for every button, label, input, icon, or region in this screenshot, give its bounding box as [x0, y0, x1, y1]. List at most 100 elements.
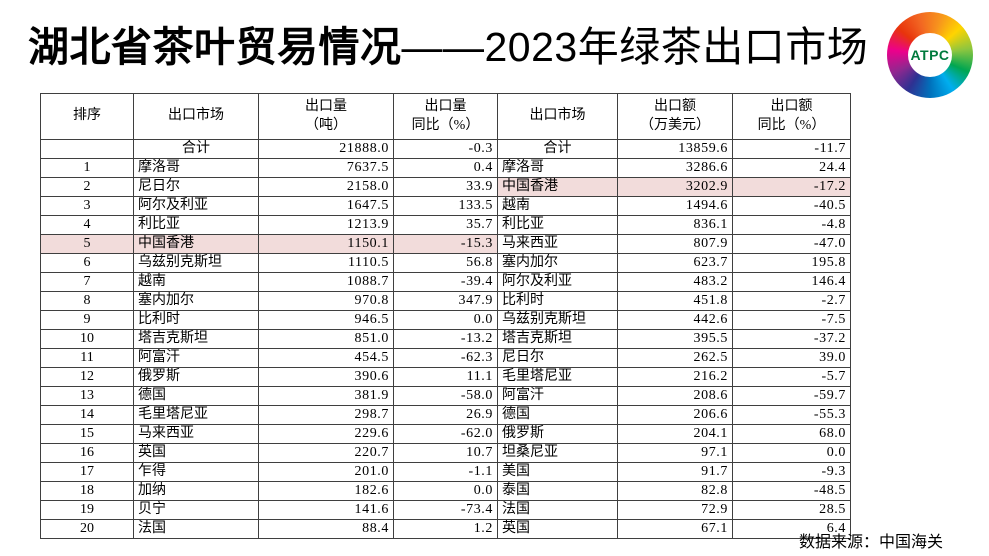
table-cell: 836.1 — [617, 215, 733, 235]
table-cell: 82.8 — [617, 481, 733, 501]
table-cell: 3 — [40, 196, 134, 216]
table-cell: -40.5 — [732, 196, 851, 216]
table-cell: -62.3 — [393, 348, 498, 368]
table-cell: 越南 — [133, 272, 259, 292]
table-cell: -9.3 — [732, 462, 851, 482]
table-cell: 18 — [40, 481, 134, 501]
page-title-sub: ——2023年绿茶出口市场 — [401, 24, 869, 70]
table-cell: 摩洛哥 — [133, 158, 259, 178]
table-cell: 塞内加尔 — [133, 291, 259, 311]
table-cell: 195.8 — [732, 253, 851, 273]
table-cell: 英国 — [497, 519, 618, 539]
table-cell: 347.9 — [393, 291, 498, 311]
table-cell: 比利时 — [497, 291, 618, 311]
table-cell: 7637.5 — [258, 158, 394, 178]
logo-center: ATPC — [908, 33, 952, 77]
table-cell: 9 — [40, 310, 134, 330]
table-row: 8 塞内加尔 970.8 347.9 比利时 451.8 -2.7 — [40, 291, 851, 311]
table-cell: 7 — [40, 272, 134, 292]
column-header: 出口额 同比（%） — [732, 93, 851, 140]
table-cell: 1213.9 — [258, 215, 394, 235]
table-cell: 马来西亚 — [497, 234, 618, 254]
table-cell: 比利时 — [133, 310, 259, 330]
table-cell: 454.5 — [258, 348, 394, 368]
table-cell: 2 — [40, 177, 134, 197]
table-cell: -73.4 — [393, 500, 498, 520]
table-cell: -17.2 — [732, 177, 851, 197]
table-cell: 10 — [40, 329, 134, 349]
data-source-note: 数据来源：中国海关 — [798, 534, 943, 551]
table-cell: -55.3 — [732, 405, 851, 425]
logo-label: ATPC — [910, 47, 950, 63]
table-row: 12 俄罗斯 390.6 11.1 毛里塔尼亚 216.2 -5.7 — [40, 367, 851, 387]
table-cell: -2.7 — [732, 291, 851, 311]
table-cell: 15 — [40, 424, 134, 444]
table-cell: 0.0 — [393, 310, 498, 330]
table-cell: 乌兹别克斯坦 — [133, 253, 259, 273]
table-row: 1 摩洛哥 7637.5 0.4 摩洛哥 3286.6 24.4 — [40, 158, 851, 178]
table-cell: 28.5 — [732, 500, 851, 520]
table-cell: -62.0 — [393, 424, 498, 444]
table-cell: -37.2 — [732, 329, 851, 349]
table-cell: 0.4 — [393, 158, 498, 178]
table-cell: 毛里塔尼亚 — [133, 405, 259, 425]
table-cell: 91.7 — [617, 462, 733, 482]
table-cell: 395.5 — [617, 329, 733, 349]
table-cell: 乍得 — [133, 462, 259, 482]
table-row: 16 英国 220.7 10.7 坦桑尼亚 97.1 0.0 — [40, 443, 851, 463]
table-cell: 5 — [40, 234, 134, 254]
table-cell: 3202.9 — [617, 177, 733, 197]
table-cell: 加纳 — [133, 481, 259, 501]
table-cell: 229.6 — [258, 424, 394, 444]
table-cell: 1494.6 — [617, 196, 733, 216]
table-cell: 19 — [40, 500, 134, 520]
table-cell: 20 — [40, 519, 134, 539]
table-cell: 泰国 — [497, 481, 618, 501]
table-row: 20 法国 88.4 1.2 英国 67.1 6.4 — [40, 519, 851, 539]
table-cell: 262.5 — [617, 348, 733, 368]
table-cell: 塔吉克斯坦 — [133, 329, 259, 349]
atpc-logo: ATPC — [887, 12, 973, 98]
table-cell: 德国 — [497, 405, 618, 425]
table-cell: 851.0 — [258, 329, 394, 349]
table-cell: 3286.6 — [617, 158, 733, 178]
table-cell: 1150.1 — [258, 234, 394, 254]
table-cell: 206.6 — [617, 405, 733, 425]
table-cell: 阿尔及利亚 — [497, 272, 618, 292]
table-cell: 英国 — [133, 443, 259, 463]
table-cell: 2158.0 — [258, 177, 394, 197]
column-header: 出口市场 — [133, 93, 259, 140]
export-market-table: 排序 出口市场 出口量 （吨） 出口量 同比（%） 出口市场 出口额 （万美元） 出口额 同比（%）… — [40, 93, 851, 539]
table-row: 18 加纳 182.6 0.0 泰国 82.8 -48.5 — [40, 481, 851, 501]
table-cell: 946.5 — [258, 310, 394, 330]
table-cell: 1110.5 — [258, 253, 394, 273]
table-cell: 208.6 — [617, 386, 733, 406]
table-cell: 阿富汗 — [133, 348, 259, 368]
table-cell: 133.5 — [393, 196, 498, 216]
table-cell: 17 — [40, 462, 134, 482]
table-cell: 4 — [40, 215, 134, 235]
table-cell: -0.3 — [393, 139, 498, 159]
column-header: 出口市场 — [497, 93, 618, 140]
column-header: 出口量 （吨） — [258, 93, 394, 140]
table-cell: -58.0 — [393, 386, 498, 406]
table-cell: 442.6 — [617, 310, 733, 330]
table-body: 合计 21888.0 -0.3 合计 13859.6 -11.7 1 摩洛哥 7637.5 0.4… — [40, 139, 851, 539]
table-cell: 16 — [40, 443, 134, 463]
column-header: 出口额 （万美元） — [617, 93, 733, 140]
table-cell: 13859.6 — [617, 139, 733, 159]
table-cell: 72.9 — [617, 500, 733, 520]
table-cell: 97.1 — [617, 443, 733, 463]
table-cell: 970.8 — [258, 291, 394, 311]
table-row: 2 尼日尔 2158.0 33.9 中国香港 3202.9 -17.2 — [40, 177, 851, 197]
table-cell: 毛里塔尼亚 — [497, 367, 618, 387]
table-cell: 14 — [40, 405, 134, 425]
table-cell: 204.1 — [617, 424, 733, 444]
table-cell: 146.4 — [732, 272, 851, 292]
table-cell: 马来西亚 — [133, 424, 259, 444]
table-cell: 塞内加尔 — [497, 253, 618, 273]
table-cell: 141.6 — [258, 500, 394, 520]
table-cell: 阿富汗 — [497, 386, 618, 406]
table-cell: -39.4 — [393, 272, 498, 292]
table-cell: -13.2 — [393, 329, 498, 349]
